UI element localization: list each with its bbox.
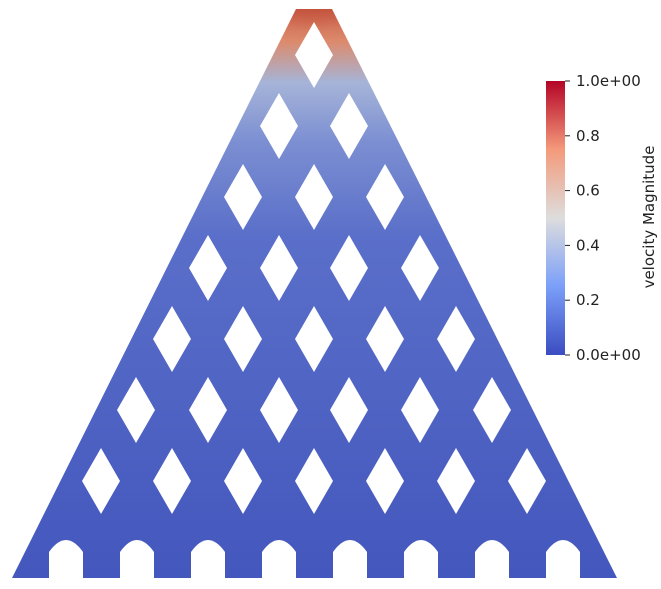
colorbar: 1.0e+00 0.8 0.6 0.4 0.2 0.0e+00 velocity Magn… <box>546 72 658 364</box>
colorbar-tick-label: 1.0e+00 <box>576 72 641 90</box>
colorbar-tick-label: 0.6 <box>576 182 600 200</box>
colorbar-tick-label: 0.0e+00 <box>576 346 641 364</box>
colorbar-tick-label: 0.2 <box>576 291 600 309</box>
colorbar-title: velocity Magnitude <box>640 146 658 289</box>
colorbar-gradient <box>546 81 565 355</box>
colorbar-tick-label: 0.4 <box>576 236 600 254</box>
colorbar-tick-label: 0.8 <box>576 127 600 145</box>
